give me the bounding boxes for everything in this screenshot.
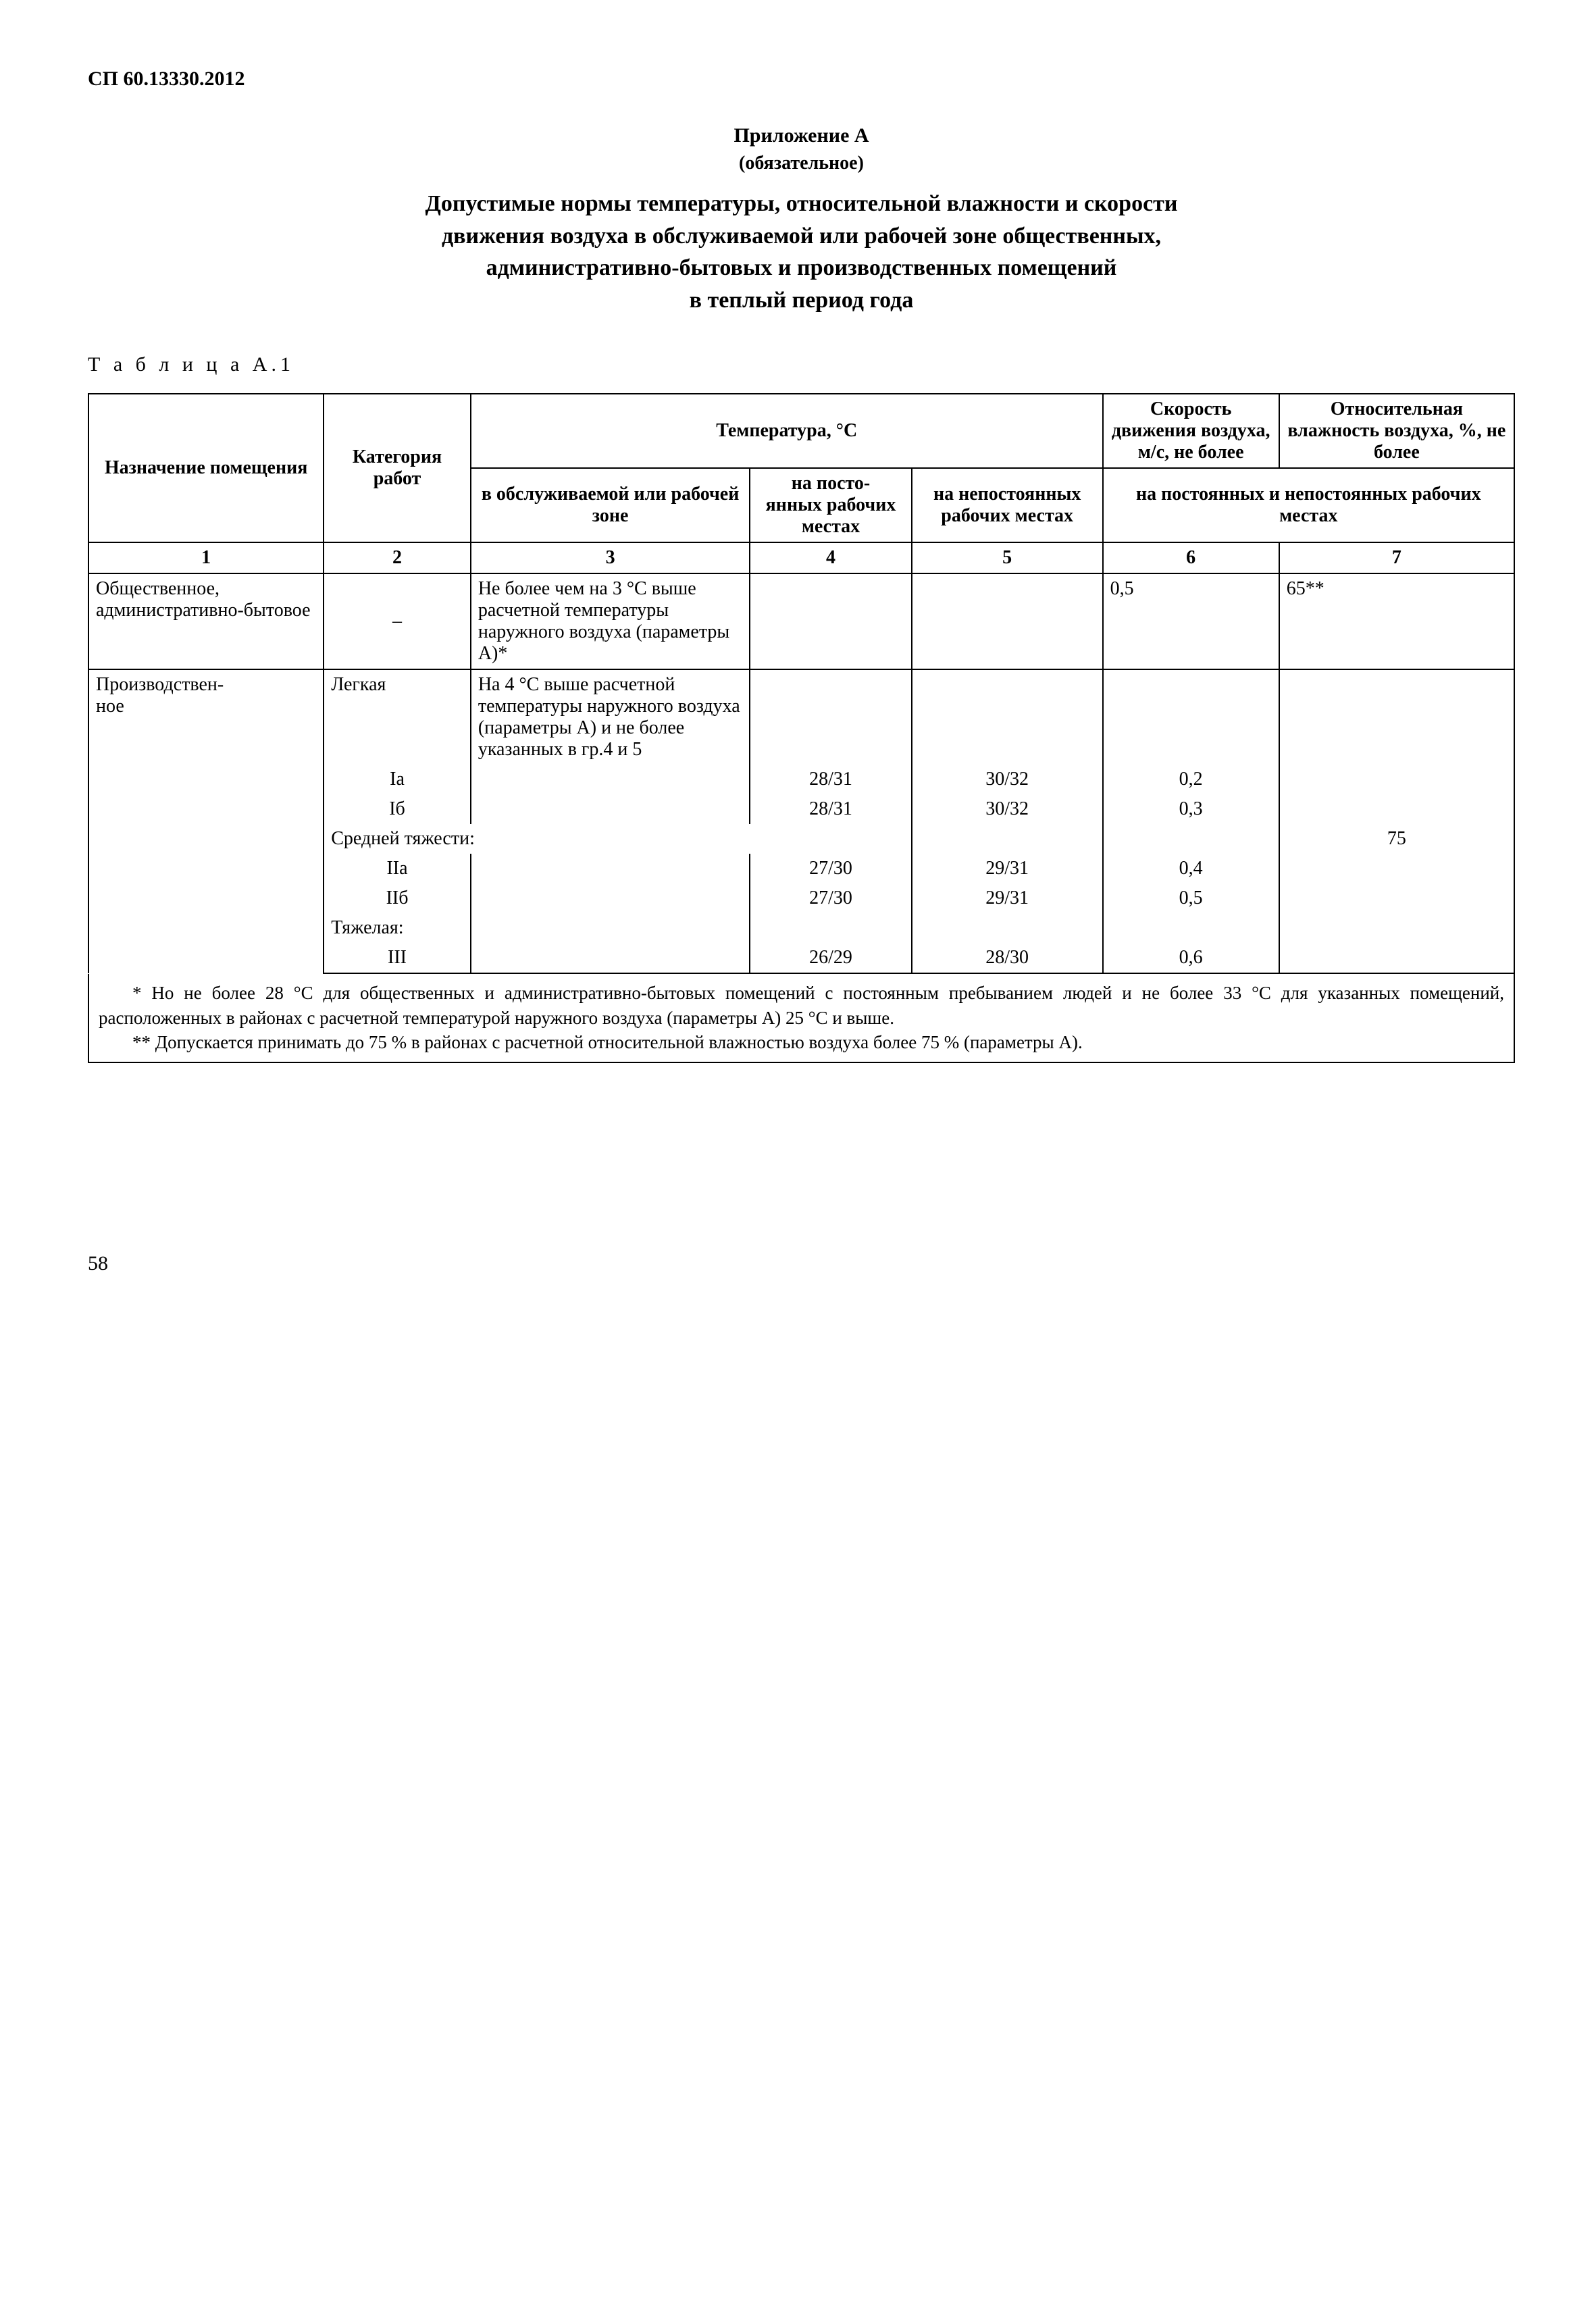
cell-ib-c6: 0,3 [1103, 794, 1279, 824]
appendix-title: Приложение А [88, 124, 1515, 147]
title-line-4: в теплый период года [690, 288, 914, 313]
cell-purpose-prod: Производствен- ное [88, 669, 324, 973]
cell-category-light: Легкая [324, 669, 471, 765]
cell-iii-c6: 0,6 [1103, 943, 1279, 973]
cell-empty [1103, 913, 1279, 943]
th-nonpermanent: на непостоянных рабочих местах [912, 468, 1103, 542]
title-line-2: движения воздуха в обслуживаемой или раб… [442, 224, 1161, 249]
cell-nonperm-temp [912, 573, 1103, 669]
cell-empty [912, 669, 1103, 765]
cell-mid-c7: 75 [1279, 824, 1514, 854]
colnum-4: 4 [750, 542, 911, 573]
colnum-5: 5 [912, 542, 1103, 573]
th-category: Категория работ [324, 394, 471, 542]
th-purpose: Назначение помещения [88, 394, 324, 542]
th-zone: в обслуживаемой или рабочей зоне [471, 468, 750, 542]
cell-cat-iii: III [324, 943, 471, 973]
cell-empty [471, 883, 750, 913]
th-humidity: Относительная влажность воздуха, %, не б… [1279, 394, 1514, 468]
cell-empty [1279, 943, 1514, 973]
table-row: Производствен- ное Легкая На 4 °С выше р… [88, 669, 1514, 765]
cell-cat-iia: IIа [324, 854, 471, 883]
cell-empty [1279, 854, 1514, 883]
cell-empty [912, 913, 1103, 943]
footnote-2: ** Допускается принимать до 75 % в район… [99, 1030, 1504, 1054]
cell-ib-c5: 30/32 [912, 794, 1103, 824]
table-label: Т а б л и ц а А.1 [88, 353, 1515, 376]
cell-mid-label: Средней тяжести: [324, 824, 750, 854]
cell-iii-c5: 28/30 [912, 943, 1103, 973]
cell-empty [471, 765, 750, 794]
cell-speed: 0,5 [1103, 573, 1279, 669]
colnum-7: 7 [1279, 542, 1514, 573]
cell-empty [471, 913, 750, 943]
cell-perm-temp [750, 573, 911, 669]
table-row: Общественное, административно-бытовое – … [88, 573, 1514, 669]
cell-empty [750, 669, 911, 765]
main-table: Назначение помещения Категория работ Тем… [88, 393, 1515, 974]
footnote-1: * Но не более 28 °С для общественных и а… [99, 981, 1504, 1030]
cell-ia-c5: 30/32 [912, 765, 1103, 794]
cell-iii-c4: 26/29 [750, 943, 911, 973]
cell-ia-c6: 0,2 [1103, 765, 1279, 794]
cell-ib-c4: 28/31 [750, 794, 911, 824]
cell-empty [471, 943, 750, 973]
cell-iib-c5: 29/31 [912, 883, 1103, 913]
cell-empty [750, 824, 911, 854]
cell-purpose: Общественное, административно-бытовое [88, 573, 324, 669]
cell-empty [471, 794, 750, 824]
title-line-3: административно-бытовых и производственн… [486, 255, 1117, 280]
colnum-1: 1 [88, 542, 324, 573]
cell-humidity: 65** [1279, 573, 1514, 669]
cell-empty [1279, 913, 1514, 943]
cell-cat-ib: Iб [324, 794, 471, 824]
th-permanent: на посто- янных рабочих местах [750, 468, 911, 542]
cell-cat-iib: IIб [324, 883, 471, 913]
colnum-2: 2 [324, 542, 471, 573]
main-title: Допустимые нормы температуры, относитель… [88, 188, 1515, 316]
colnum-6: 6 [1103, 542, 1279, 573]
th-temperature-group: Температура, °С [471, 394, 1103, 468]
cell-empty [750, 913, 911, 943]
cell-empty [1103, 824, 1279, 854]
footnotes-block: * Но не более 28 °С для общественных и а… [88, 974, 1515, 1062]
cell-heavy-label: Тяжелая: [324, 913, 471, 943]
cell-empty [1279, 669, 1514, 765]
cell-category: – [324, 573, 471, 669]
cell-zone-temp-prod: На 4 °С выше расчетной температуры наруж… [471, 669, 750, 765]
cell-iia-c4: 27/30 [750, 854, 911, 883]
th-both-places: на постоянных и непостоянных рабочих мес… [1103, 468, 1514, 542]
cell-empty [1103, 669, 1279, 765]
cell-iia-c6: 0,4 [1103, 854, 1279, 883]
cell-empty [471, 854, 750, 883]
appendix-subtitle: (обязательное) [88, 153, 1515, 174]
cell-cat-ia: Iа [324, 765, 471, 794]
table-colnum-row: 1 2 3 4 5 6 7 [88, 542, 1514, 573]
table-header-row-1: Назначение помещения Категория работ Тем… [88, 394, 1514, 468]
cell-iib-c4: 27/30 [750, 883, 911, 913]
cell-zone-temp: Не более чем на 3 °С выше расчетной темп… [471, 573, 750, 669]
title-line-1: Допустимые нормы температуры, относитель… [426, 191, 1178, 216]
cell-iib-c6: 0,5 [1103, 883, 1279, 913]
colnum-3: 3 [471, 542, 750, 573]
cell-empty [1279, 765, 1514, 794]
cell-empty [1279, 883, 1514, 913]
cell-empty [912, 824, 1103, 854]
cell-empty [1279, 794, 1514, 824]
cell-ia-c4: 28/31 [750, 765, 911, 794]
document-code: СП 60.13330.2012 [88, 68, 1515, 91]
page-number: 58 [88, 1252, 1515, 1275]
th-speed: Скорость движения воздуха, м/с, не более [1103, 394, 1279, 468]
cell-iia-c5: 29/31 [912, 854, 1103, 883]
